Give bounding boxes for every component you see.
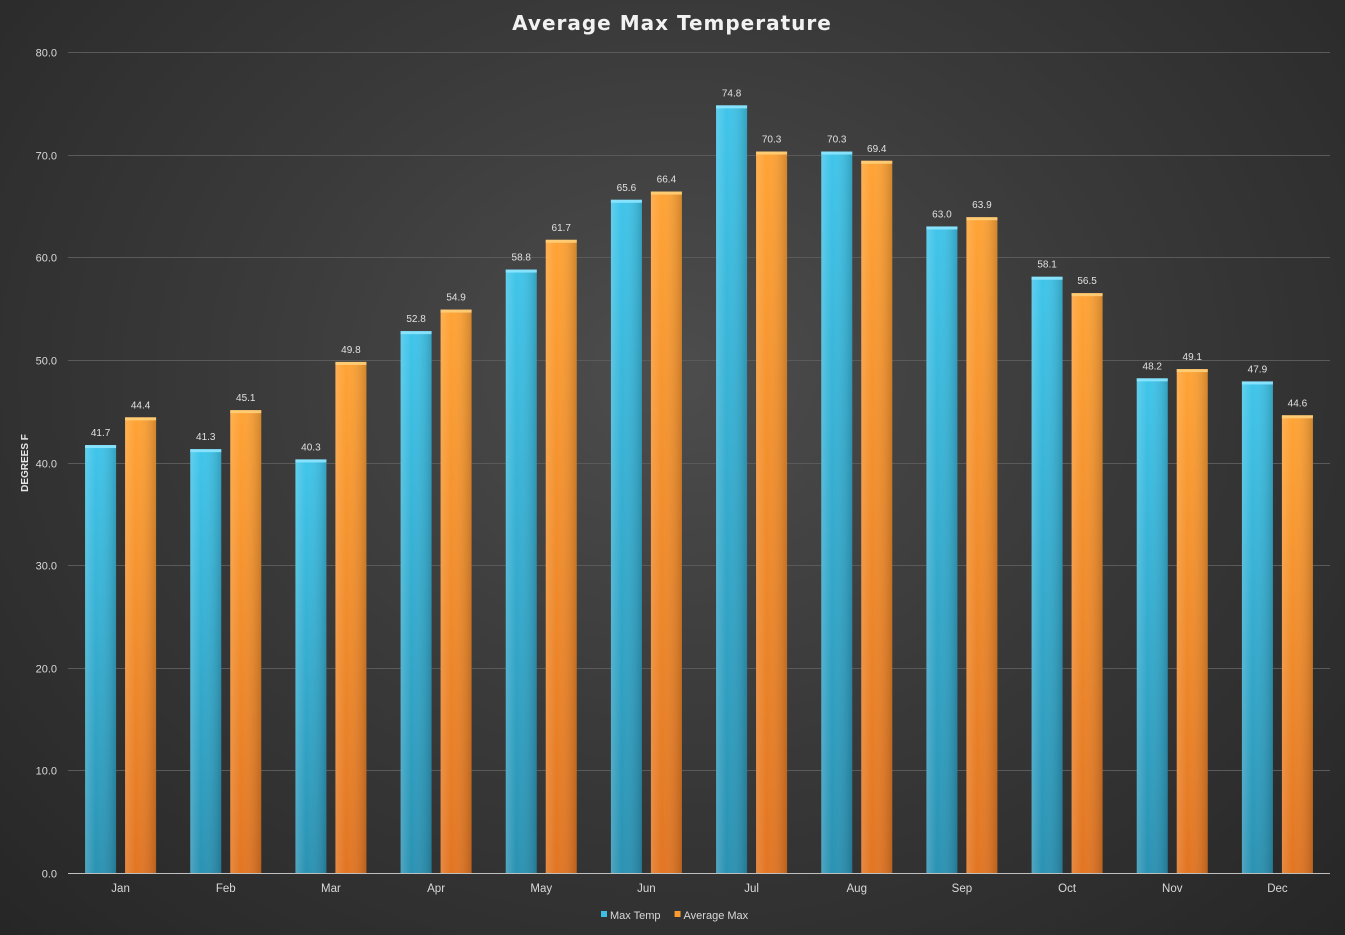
data-label: 61.7: [552, 223, 572, 234]
y-tick-label: 30.0: [36, 561, 57, 573]
y-tick-label: 10.0: [36, 766, 57, 778]
x-tick-label: Sep: [952, 883, 972, 895]
data-label: 45.1: [236, 393, 256, 404]
legend-label: Average Max: [684, 910, 749, 922]
legend-swatch: [601, 911, 607, 917]
data-label: 56.5: [1077, 276, 1097, 287]
bar-max-temp-jun: [610, 199, 642, 873]
bar-max-temp-dec: [1241, 381, 1273, 873]
x-tick-label: Nov: [1162, 883, 1183, 895]
y-axis-ticks: 0.0 10.0 20.0 30.0 40.0 50.0 60.0 70.0 80.0: [36, 48, 57, 881]
bar-max-temp-sep: [926, 226, 958, 873]
data-label: 41.7: [91, 428, 111, 439]
y-tick-label: 80.0: [36, 48, 57, 60]
data-label: 41.3: [196, 432, 216, 443]
data-label: 58.1: [1037, 260, 1057, 271]
y-tick-label: 60.0: [36, 253, 57, 265]
x-tick-label: Mar: [321, 883, 341, 895]
x-tick-label: Jan: [111, 883, 130, 895]
x-tick-label: Oct: [1058, 883, 1077, 895]
bar-average-max-may: [545, 239, 577, 873]
data-label: 49.1: [1183, 352, 1203, 363]
x-tick-label: Apr: [427, 883, 445, 895]
y-tick-label: 50.0: [36, 356, 57, 368]
data-label: 63.0: [932, 209, 952, 220]
y-tick-label: 0.0: [42, 869, 57, 881]
legend-item: Average Max: [674, 910, 749, 922]
legend-swatch: [674, 911, 681, 917]
bar-average-max-sep: [966, 217, 998, 873]
legend-label: Max Temp: [610, 910, 661, 922]
bar-max-temp-mar: [295, 459, 327, 873]
bar-max-temp-oct: [1031, 276, 1063, 873]
bar-average-max-aug: [861, 160, 893, 874]
x-tick-label: Aug: [847, 883, 867, 895]
data-label: 48.2: [1143, 361, 1163, 372]
data-label: 58.8: [512, 253, 532, 264]
bar-average-max-feb: [230, 410, 262, 873]
chart-title: Average Max Temperature: [512, 11, 832, 35]
data-label: 63.9: [972, 200, 992, 211]
data-label: 70.3: [827, 135, 847, 146]
bar-average-max-oct: [1071, 293, 1103, 873]
x-tick-label: Jul: [744, 883, 759, 895]
data-label: 49.8: [341, 345, 361, 356]
x-tick-label: Jun: [637, 883, 656, 895]
bar-max-temp-may: [505, 269, 537, 873]
bar-average-max-nov: [1176, 369, 1208, 873]
data-label: 44.6: [1288, 398, 1308, 409]
data-label: 54.9: [446, 293, 466, 304]
data-label: 40.3: [301, 442, 321, 453]
legend: Max Temp Average Max: [601, 910, 749, 922]
bar-max-temp-jul: [716, 105, 748, 874]
data-label: 47.9: [1248, 364, 1268, 375]
data-label: 44.4: [131, 400, 151, 411]
data-label: 52.8: [406, 314, 426, 325]
x-tick-label: May: [530, 883, 552, 895]
gridlines: [68, 52, 1330, 771]
data-label: 65.6: [617, 183, 637, 194]
y-axis-title: DEGREES F: [20, 434, 31, 492]
data-labels: 41.7 44.4 41.3 45.1 40.3 49.8 52.8 54.9 58.8 61.7…: [91, 88, 1308, 453]
bar-max-temp-jan: [85, 445, 117, 873]
legend-item: Max Temp: [601, 910, 661, 922]
bar-average-max-apr: [440, 309, 472, 873]
bar-max-temp-aug: [821, 151, 853, 873]
data-label: 69.4: [867, 144, 887, 155]
bar-average-max-dec: [1281, 415, 1313, 873]
y-tick-label: 20.0: [36, 664, 57, 676]
bar-average-max-jun: [650, 191, 682, 873]
bars: [85, 105, 1313, 874]
bar-max-temp-apr: [400, 331, 432, 873]
bar-max-temp-feb: [190, 449, 222, 873]
data-label: 70.3: [762, 135, 782, 146]
bar-average-max-mar: [335, 361, 367, 873]
data-label: 74.8: [722, 88, 742, 99]
x-tick-label: Dec: [1267, 883, 1288, 895]
y-tick-label: 40.0: [36, 459, 57, 471]
bar-average-max-jul: [756, 151, 788, 873]
data-label: 66.4: [657, 175, 677, 186]
bar-max-temp-nov: [1136, 378, 1168, 873]
x-axis-ticks: Jan Feb Mar Apr May Jun Jul Aug Sep Oct Nov Dec: [111, 883, 1288, 895]
bar-average-max-jan: [125, 417, 157, 873]
x-tick-label: Feb: [216, 883, 236, 895]
y-tick-label: 70.0: [36, 151, 57, 163]
